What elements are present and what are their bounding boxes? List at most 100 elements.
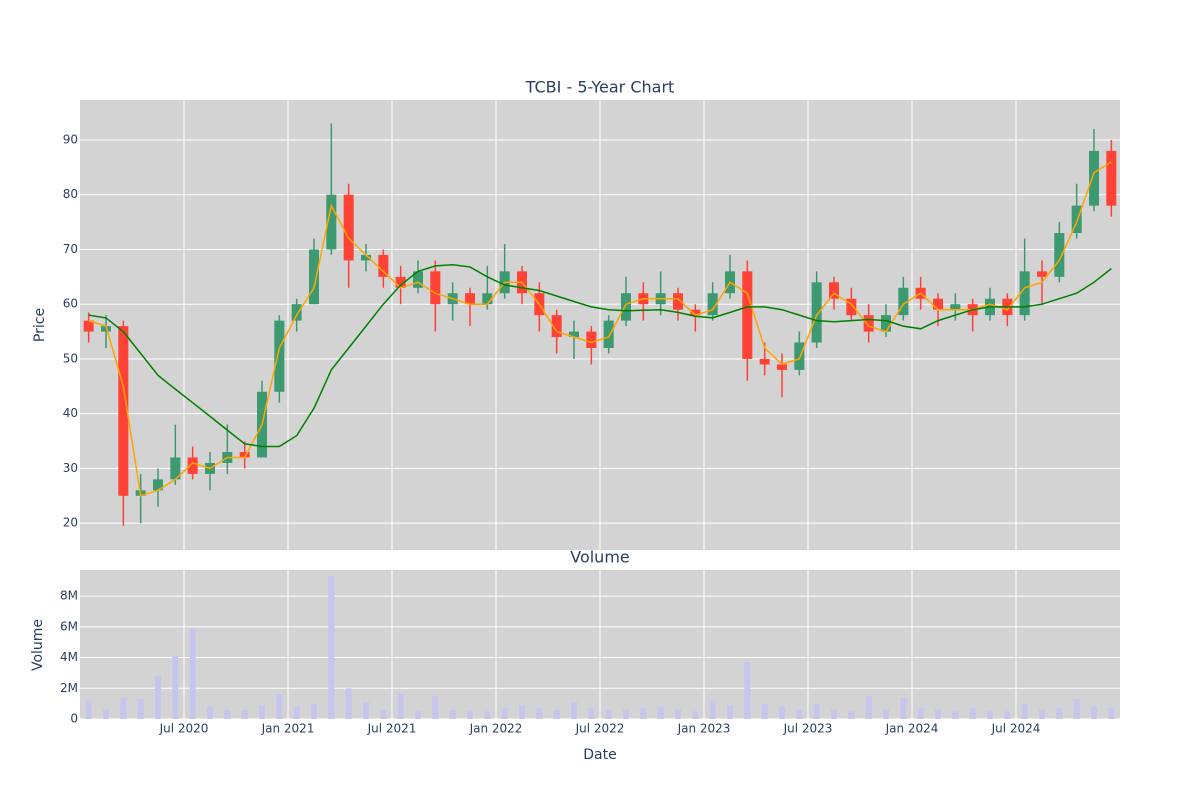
volume-bar	[85, 700, 92, 719]
volume-bar	[137, 699, 144, 719]
volume-bar	[1004, 711, 1011, 719]
candle-body	[309, 249, 319, 305]
volume-bar	[709, 700, 716, 719]
volume-bar	[501, 708, 508, 719]
volume-bar	[172, 656, 179, 719]
volume-bar	[189, 628, 196, 719]
candle-body	[950, 304, 961, 310]
candle-body	[291, 304, 302, 321]
volume-bar	[588, 708, 595, 719]
candle-body	[83, 320, 94, 332]
candle-body	[170, 457, 181, 480]
volume-bar	[328, 576, 335, 719]
candle-body	[1071, 205, 1082, 234]
y-tick-label: 2M	[60, 681, 78, 695]
candle-body	[239, 452, 250, 458]
volume-bar	[727, 705, 733, 719]
candle-body	[811, 282, 822, 343]
y-axis-title: Price	[32, 308, 48, 342]
volume-bar	[675, 709, 681, 719]
x-tick-label: Jan 2022	[469, 722, 523, 736]
volume-bar	[1039, 709, 1045, 719]
candle-body	[153, 479, 163, 491]
x-axis-title: Date	[583, 747, 616, 763]
candle-body	[881, 315, 891, 332]
candle-body	[673, 293, 683, 310]
candle-body	[1054, 233, 1065, 277]
x-tick-label: Jul 2020	[159, 722, 209, 736]
volume-bar	[467, 711, 473, 719]
y-tick-label: 20	[63, 516, 78, 530]
y-tick-label: 8M	[60, 589, 78, 603]
volume-bar	[449, 709, 456, 719]
volume-bar	[952, 711, 959, 719]
candle-body	[603, 320, 614, 348]
volume-bar	[692, 711, 699, 719]
moving-average-line	[88, 161, 1112, 497]
candle-body	[1037, 271, 1047, 277]
candle-body	[465, 293, 475, 305]
volume-bar	[761, 703, 768, 719]
y-tick-label: 4M	[60, 650, 78, 664]
volume-bar	[969, 708, 976, 719]
candle-body	[378, 254, 389, 277]
candle-body	[395, 276, 406, 288]
volume-bar	[623, 709, 629, 719]
volume-bar	[987, 711, 993, 719]
candle-body	[413, 271, 423, 288]
volume-bar	[865, 695, 872, 719]
chart-title: TCBI - 5-Year Chart	[525, 78, 675, 97]
volume-bar	[571, 702, 577, 719]
candle-body	[621, 293, 631, 321]
volume-bar	[1108, 708, 1115, 719]
moving-average-line	[88, 264, 1112, 448]
volume-bar	[1073, 699, 1080, 719]
volume-bar	[207, 706, 213, 719]
volume-bar	[519, 705, 525, 719]
volume-bar	[744, 662, 751, 719]
volume-bar	[259, 705, 265, 719]
volume-bar	[432, 695, 439, 719]
volume-bar	[935, 709, 941, 719]
volume-bar	[1091, 706, 1097, 719]
candle-body	[586, 331, 597, 348]
volume-bar	[536, 708, 543, 719]
volume-bar	[484, 711, 491, 719]
y-tick-label: 60	[63, 297, 78, 311]
candle-body	[361, 254, 371, 261]
volume-bar	[883, 709, 889, 719]
y-tick-label: 0	[70, 712, 78, 726]
y-tick-label: 70	[63, 242, 78, 256]
volume-title: Volume	[570, 548, 630, 567]
x-tick-label: Jul 2022	[575, 722, 625, 736]
volume-bar	[276, 694, 283, 719]
x-tick-label: Jul 2024	[991, 722, 1041, 736]
volume-bar	[345, 688, 352, 719]
candle-body	[898, 287, 909, 316]
candle-body	[759, 358, 770, 365]
candle-body	[482, 293, 493, 305]
volume-bar	[779, 706, 785, 719]
volume-bar	[900, 697, 907, 719]
candle-body	[118, 326, 129, 496]
candle-body	[863, 315, 874, 332]
y-tick-label: 6M	[60, 619, 78, 633]
candle-body	[829, 282, 839, 299]
candle-body	[101, 326, 111, 332]
x-tick-label: Jan 2023	[677, 722, 731, 736]
x-tick-label: Jul 2021	[367, 722, 417, 736]
candle-body	[187, 457, 198, 474]
candle-body	[1089, 150, 1099, 206]
candle-body	[707, 293, 718, 316]
volume-bar	[917, 708, 924, 719]
candle-body	[1019, 271, 1030, 316]
x-tick-label: Jul 2023	[783, 722, 833, 736]
candle-body	[551, 315, 562, 338]
volume-bar	[103, 709, 109, 719]
volume-bar	[224, 709, 231, 719]
volume-bar	[640, 708, 647, 719]
candle-body	[777, 364, 787, 370]
volume-bar	[241, 709, 248, 719]
y-tick-label: 30	[63, 461, 78, 475]
